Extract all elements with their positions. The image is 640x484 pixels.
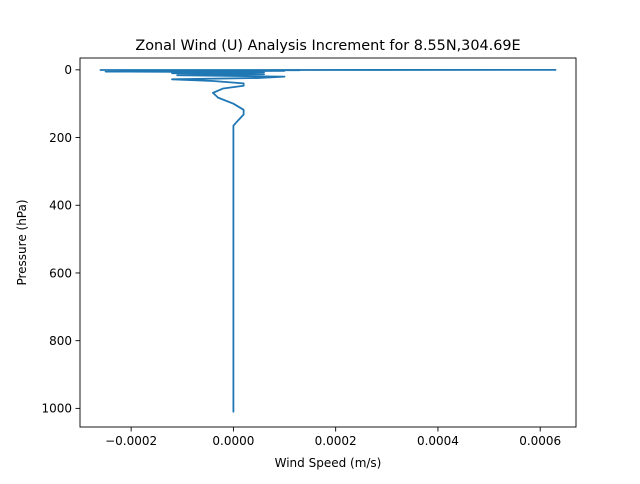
chart-title: Zonal Wind (U) Analysis Increment for 8.… bbox=[135, 38, 520, 54]
x-tick-label-1: 0.0000 bbox=[212, 434, 254, 448]
x-tick-label-3: 0.0004 bbox=[417, 434, 459, 448]
plot-frame bbox=[79, 57, 577, 428]
y-axis-label: Pressure (hPa) bbox=[15, 199, 29, 285]
y-tick-label-4: 800 bbox=[49, 334, 72, 348]
x-axis-label: Wind Speed (m/s) bbox=[275, 456, 382, 470]
x-axis-ticks: −0.0002 0.0000 0.0002 0.0004 0.0006 bbox=[105, 427, 561, 448]
y-tick-label-3: 600 bbox=[49, 266, 72, 280]
y-axis-ticks: 0 200 400 600 800 1000 bbox=[41, 63, 80, 416]
plot-layer bbox=[99, 68, 557, 413]
y-tick-label-5: 1000 bbox=[41, 402, 72, 416]
series-line-0 bbox=[99, 68, 557, 413]
x-tick-label-4: 0.0006 bbox=[519, 434, 561, 448]
x-tick-label-0: −0.0002 bbox=[105, 434, 157, 448]
y-tick-label-2: 400 bbox=[49, 199, 72, 213]
x-tick-label-2: 0.0002 bbox=[315, 434, 357, 448]
y-tick-label-1: 200 bbox=[49, 131, 72, 145]
y-tick-label-0: 0 bbox=[64, 63, 72, 77]
